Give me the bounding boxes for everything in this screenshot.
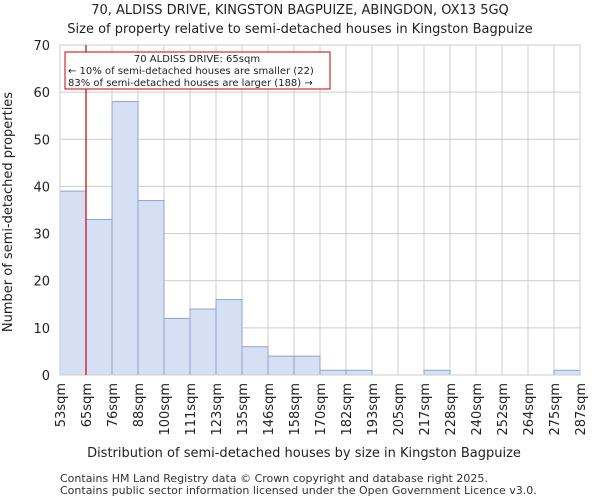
bar (423, 369, 451, 376)
x-tick-label: 76sqm (106, 383, 121, 427)
x-tick-label: 111sqm (184, 383, 199, 436)
annotation-box: 70 ALDISS DRIVE: 65sqm ← 10% of semi-det… (64, 51, 331, 90)
bar (553, 369, 581, 376)
y-tick-label: 10 (33, 322, 50, 337)
x-tick-label: 123sqm (210, 383, 225, 436)
x-tick-label: 146sqm (262, 383, 277, 436)
x-tick-label: 228sqm (444, 383, 459, 436)
annotation-line-1: 70 ALDISS DRIVE: 65sqm (134, 54, 260, 65)
bar (111, 101, 139, 376)
bar (345, 369, 373, 376)
bar (189, 308, 217, 376)
y-axis-label: Number of semi-detached properties (1, 92, 16, 332)
x-tick-label: 182sqm (340, 383, 355, 436)
bar (59, 190, 87, 376)
y-tick-label: 60 (33, 86, 50, 101)
x-tick-label: 158sqm (288, 383, 303, 436)
x-tick-label: 264sqm (522, 383, 537, 436)
x-tick-label: 275sqm (548, 383, 563, 436)
footer-line-1: Contains HM Land Registry data © Crown c… (60, 472, 488, 485)
y-tick-label: 70 (33, 39, 50, 54)
bar (163, 317, 191, 376)
bar (137, 200, 165, 376)
bar (85, 218, 113, 376)
x-tick-label: 252sqm (496, 383, 511, 436)
y-tick-label: 20 (33, 275, 50, 290)
x-tick-label: 88sqm (132, 383, 147, 427)
x-tick-label: 53sqm (54, 383, 69, 427)
bar (215, 299, 243, 376)
x-tick-label: 205sqm (392, 383, 407, 436)
y-axis-ticks: 0 10 20 30 40 50 60 70 (33, 39, 50, 384)
y-tick-label: 40 (33, 180, 50, 195)
plot-frame (59, 44, 581, 376)
x-axis-label: Distribution of semi-detached houses by … (87, 446, 521, 461)
chart-subtitle: Size of property relative to semi-detach… (67, 22, 532, 37)
x-tick-label: 193sqm (366, 383, 381, 436)
x-tick-label: 65sqm (80, 383, 95, 427)
footer-line-2: Contains public sector information licen… (60, 484, 537, 497)
x-axis-ticks: 53sqm 65sqm 76sqm 88sqm 100sqm 111sqm 123sqm 13… (54, 383, 589, 436)
bar (293, 355, 321, 376)
bar (319, 369, 347, 376)
x-tick-label: 217sqm (418, 383, 433, 436)
y-tick-label: 0 (42, 369, 50, 384)
bar (241, 346, 269, 376)
bar (267, 355, 295, 376)
x-tick-label: 135sqm (236, 383, 251, 436)
bars (59, 101, 581, 376)
chart-title: 70, ALDISS DRIVE, KINGSTON BAGPUIZE, ABI… (91, 3, 509, 18)
annotation-line-3: 83% of semi-detached houses are larger (… (68, 78, 313, 89)
y-tick-label: 50 (33, 133, 50, 148)
x-tick-label: 287sqm (574, 383, 589, 436)
x-tick-label: 240sqm (470, 383, 485, 436)
x-tick-label: 170sqm (314, 383, 329, 436)
y-tick-label: 30 (33, 228, 50, 243)
annotation-frame (64, 51, 331, 90)
annotation-line-2: ← 10% of semi-detached houses are smalle… (68, 66, 314, 77)
x-tick-label: 100sqm (158, 383, 173, 436)
